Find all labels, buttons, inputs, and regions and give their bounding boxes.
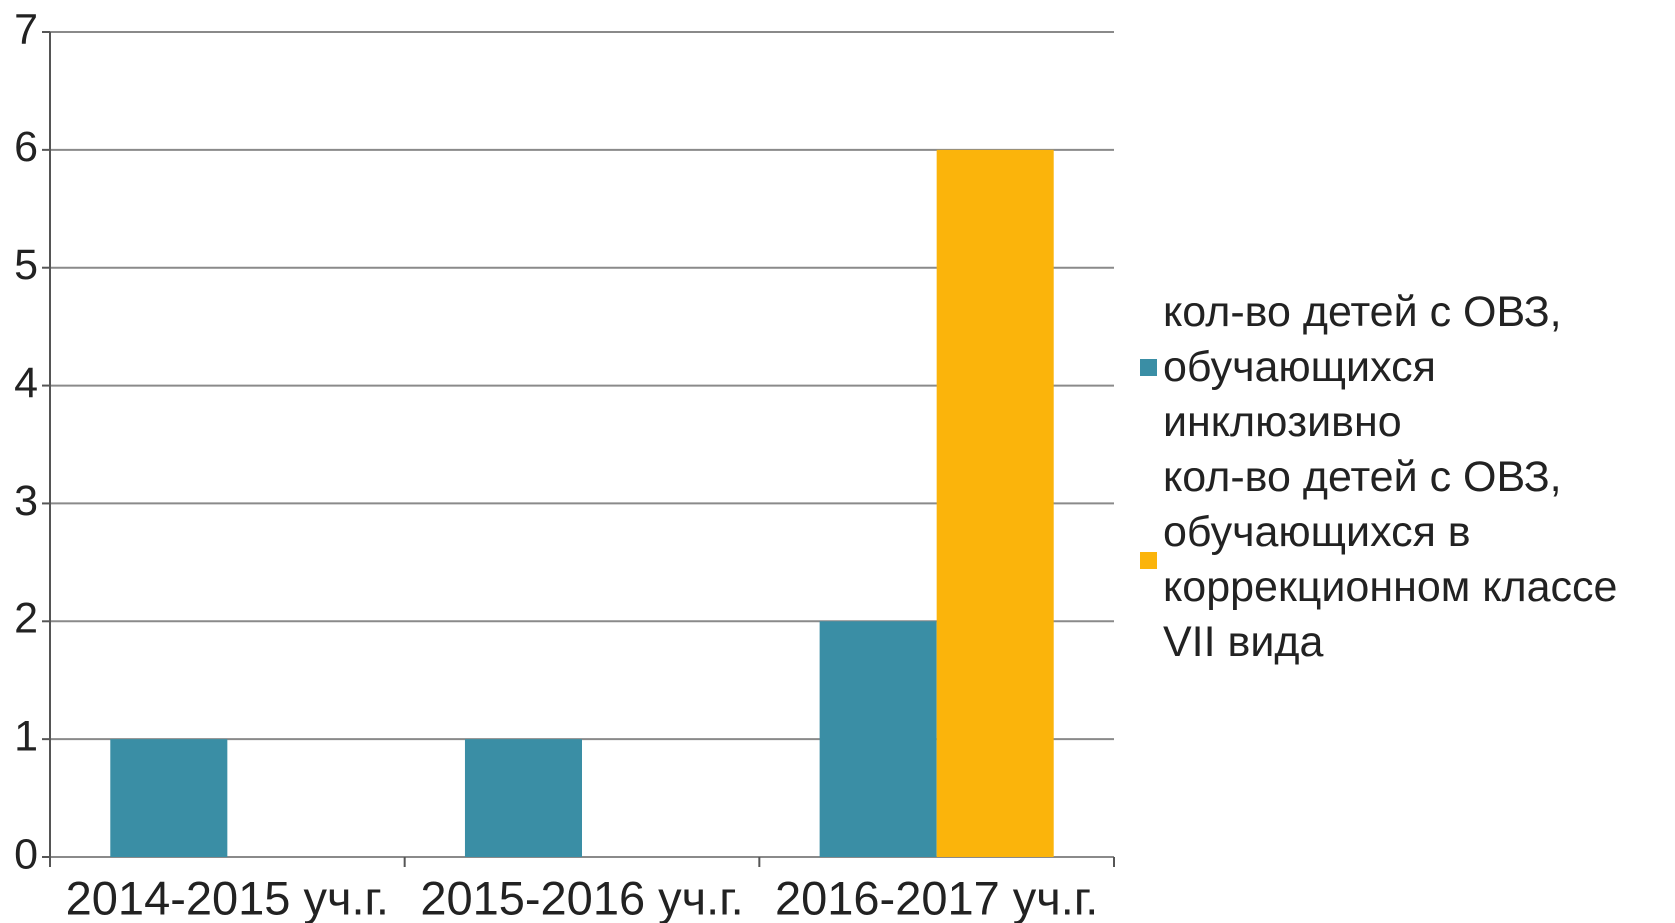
bar: [110, 739, 228, 857]
y-tick-label: 5: [14, 241, 38, 289]
x-tick-label: 2016-2017 уч.г.: [775, 871, 1098, 923]
legend: кол-во детей с ОВЗ, обучающихся инклюзив…: [1140, 285, 1670, 670]
y-tick-label: 6: [14, 123, 38, 171]
y-tick-label: 0: [14, 830, 38, 878]
x-tick-label: 2015-2016 уч.г.: [420, 871, 743, 923]
bar: [464, 739, 582, 857]
y-tick-label: 2: [14, 595, 38, 643]
bar: [936, 149, 1054, 857]
y-tick-label: 4: [14, 359, 38, 407]
y-tick-label: 7: [14, 5, 38, 53]
legend-entry: кол-во детей с ОВЗ, обучающихся в коррек…: [1140, 450, 1670, 670]
legend-label: кол-во детей с ОВЗ, обучающихся инклюзив…: [1163, 288, 1562, 446]
legend-entry: кол-во детей с ОВЗ, обучающихся инклюзив…: [1140, 285, 1670, 450]
x-tick-label: 2014-2015 уч.г.: [66, 871, 389, 923]
legend-swatch: [1140, 359, 1157, 376]
bar: [819, 621, 937, 857]
y-tick-label: 3: [14, 477, 38, 525]
y-tick-label: 1: [14, 713, 38, 761]
chart: 0 1 2 3 4 5 6 7 2014-2015 уч.г. 2015-2016 уч.г. 20…: [14, 5, 1115, 923]
legend-swatch: [1140, 551, 1157, 569]
legend-label: кол-во детей с ОВЗ, обучающихся в коррек…: [1163, 453, 1618, 666]
